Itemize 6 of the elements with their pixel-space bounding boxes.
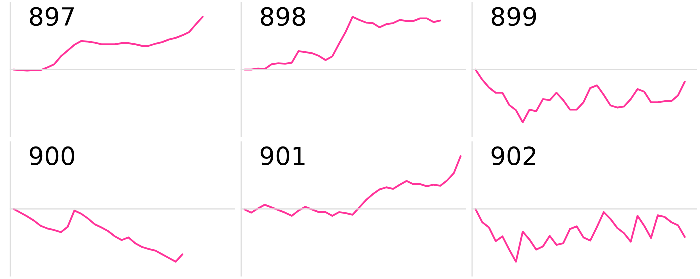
chart-title: 897 — [30, 7, 74, 26]
chart-title: 900 — [30, 146, 74, 166]
chart-title: 902 — [492, 146, 536, 166]
chart-title: 898 — [261, 7, 306, 26]
chart-title: 901 — [260, 146, 305, 166]
chart-title: 899 — [492, 7, 536, 26]
